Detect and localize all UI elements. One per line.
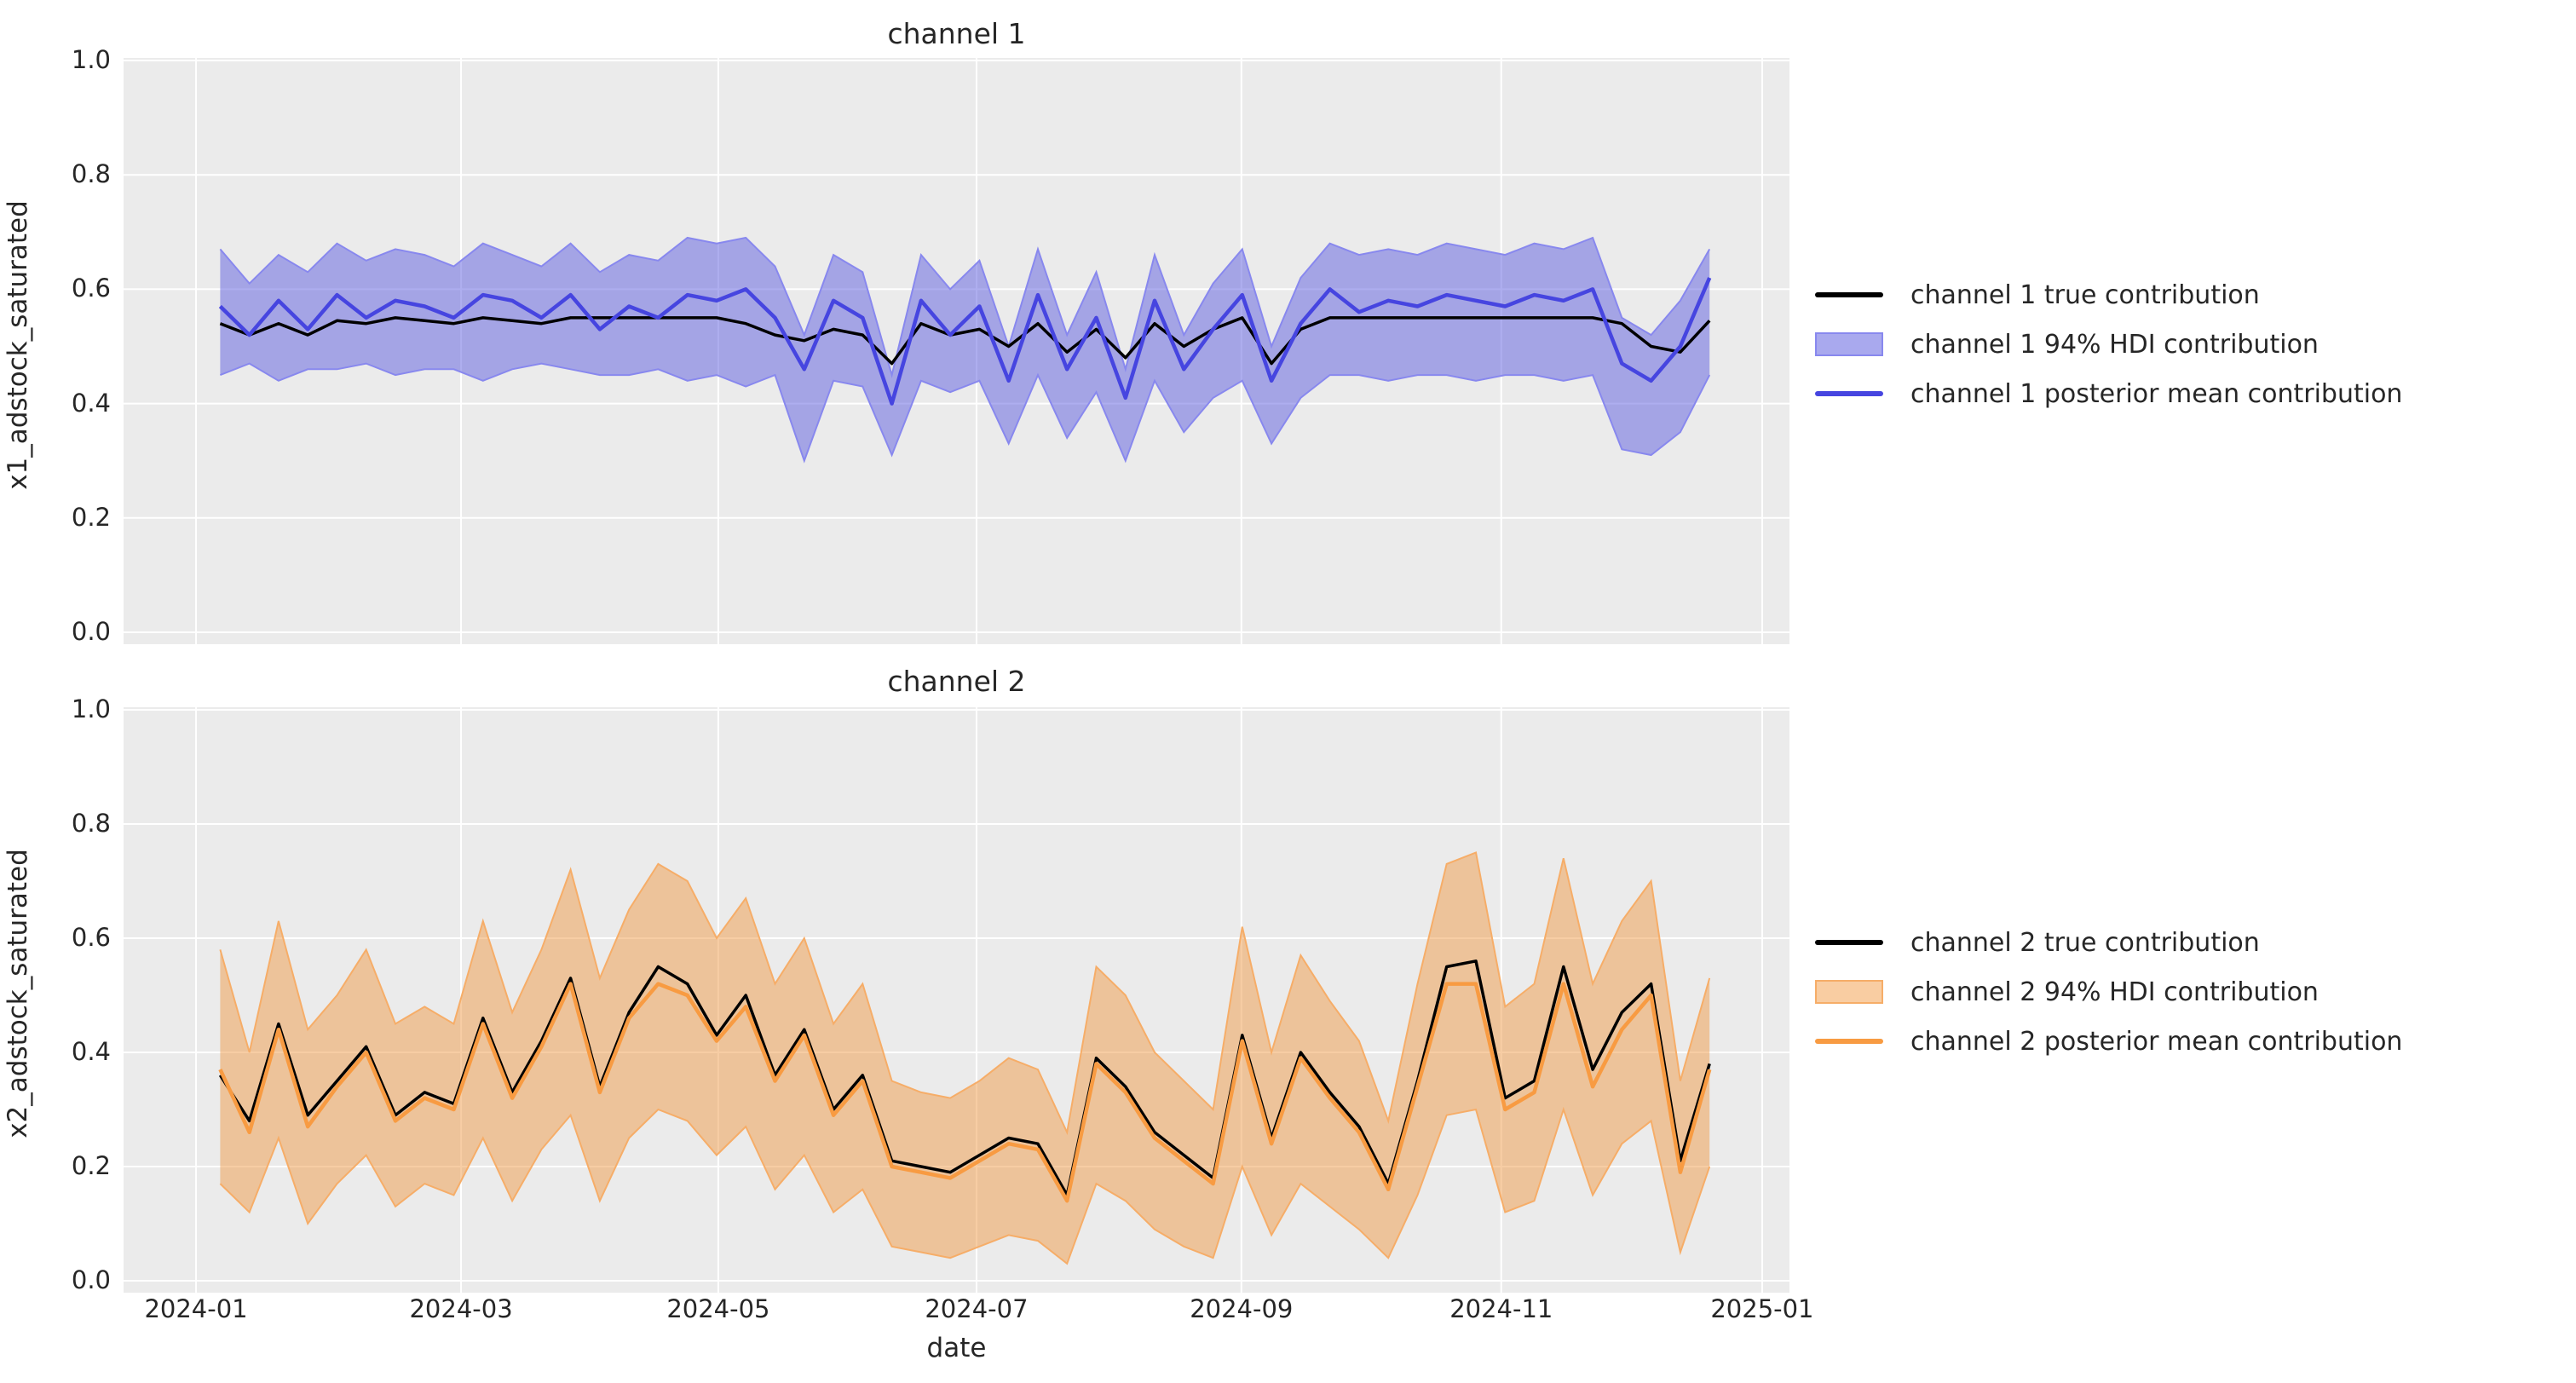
y-tick-label: 1.0 [71, 45, 111, 74]
channel2-legend: channel 2 true contribution channel 2 94… [1815, 918, 2402, 1066]
legend-label: channel 1 true contribution [1910, 279, 2260, 310]
blue-line-swatch-icon [1815, 391, 1883, 396]
channel1-axes [124, 58, 1789, 644]
hdi-band-swatch-icon [1815, 332, 1883, 356]
black-line-swatch-icon [1815, 292, 1883, 297]
legend-label: channel 2 true contribution [1910, 927, 2260, 958]
posterior-mean-line [218, 982, 1712, 1203]
posterior-mean-line [218, 277, 1712, 406]
x-tick-label: 2024-03 [409, 1294, 513, 1323]
channel2-title: channel 2 [887, 665, 1026, 698]
y-tick-label: 0.6 [71, 923, 111, 952]
hdi-band-upper-edge [219, 851, 1711, 1136]
x-tick-label: 2024-01 [144, 1294, 248, 1323]
y-tick-label: 0.0 [71, 1265, 111, 1294]
hdi-band-lower-edge [220, 362, 1711, 464]
x-tick-label: 2024-11 [1449, 1294, 1553, 1323]
x-tick-label: 2024-05 [666, 1294, 770, 1323]
y-tick-label: 0.8 [71, 159, 111, 189]
channel1-title: channel 1 [887, 17, 1026, 50]
y-tick-label: 0.6 [71, 274, 111, 303]
y-tick-label: 0.2 [71, 502, 111, 532]
black-line-swatch-icon [1815, 940, 1883, 945]
y-tick-label: 0.8 [71, 809, 111, 838]
x-tick-label: 2025-01 [1710, 1294, 1814, 1323]
y-tick-label: 1.0 [71, 694, 111, 723]
y-tick-label: 0.2 [71, 1151, 111, 1180]
y-tick-label: 0.4 [71, 1037, 111, 1066]
y-tick-label: 0.0 [71, 617, 111, 646]
hdi-band-lower-edge [219, 1106, 1711, 1265]
legend-label: channel 2 posterior mean contribution [1910, 1026, 2403, 1057]
legend-item-true: channel 1 true contribution [1815, 270, 2402, 320]
hdi-band-swatch-icon [1815, 980, 1883, 1004]
legend-item-true: channel 2 true contribution [1815, 918, 2402, 967]
x-axis-label: date [926, 1333, 987, 1363]
x-tick-label: 2024-07 [925, 1294, 1029, 1323]
legend-label: channel 1 94% HDI contribution [1910, 329, 2319, 360]
legend-label: channel 1 posterior mean contribution [1910, 378, 2403, 409]
legend-item-hdi: channel 2 94% HDI contribution [1815, 967, 2402, 1017]
x-tick-label: 2024-09 [1190, 1294, 1294, 1323]
true-contribution-line [219, 316, 1711, 366]
channel2-axes [124, 707, 1789, 1293]
legend-label: channel 2 94% HDI contribution [1910, 977, 2319, 1007]
legend-item-hdi: channel 1 94% HDI contribution [1815, 320, 2402, 369]
orange-line-swatch-icon [1815, 1039, 1883, 1044]
channel1-legend: channel 1 true contribution channel 1 94… [1815, 270, 2402, 418]
hdi-band [220, 852, 1710, 1264]
legend-item-posterior: channel 1 posterior mean contribution [1815, 369, 2402, 418]
y-tick-label: 0.4 [71, 388, 111, 418]
legend-item-posterior: channel 2 posterior mean contribution [1815, 1017, 2402, 1066]
hdi-band-upper-edge [219, 236, 1711, 379]
